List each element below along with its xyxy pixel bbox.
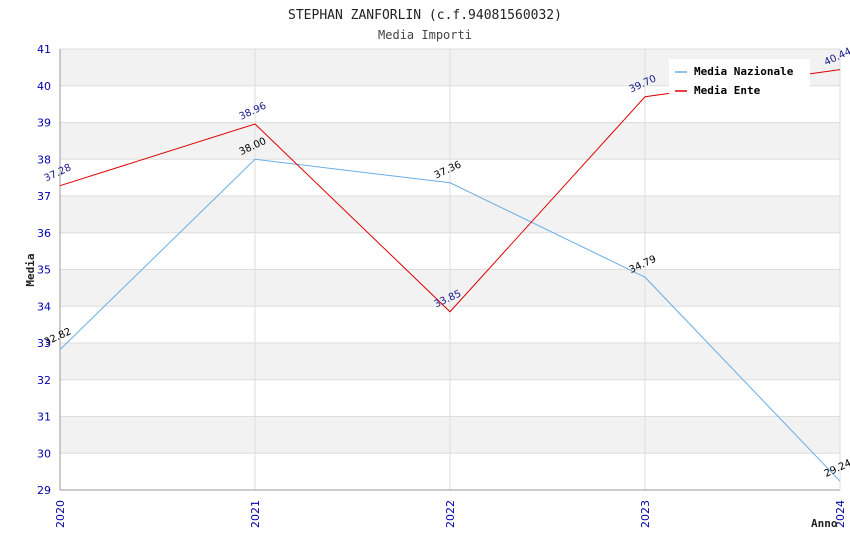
data-label: 37.36 [433, 159, 464, 181]
y-tick-label: 36 [37, 227, 51, 240]
axes [59, 49, 840, 491]
legend: Media Nazionale Media Ente [669, 59, 810, 102]
data-label: 29.24 [823, 458, 850, 480]
chart-title: STEPHAN ZANFORLIN (c.f.94081560032) [288, 8, 562, 23]
legend-box [669, 59, 810, 102]
x-ticks: 2020 2021 2022 2023 2024 [54, 500, 847, 528]
legend-label-media-nazionale: Media Nazionale [694, 65, 794, 78]
data-labels: 32.8238.0037.3634.7929.2437.2838.9633.85… [43, 46, 850, 480]
y-tick-label: 33 [37, 337, 51, 350]
x-tick-label: 2022 [444, 500, 457, 528]
y-tick-label: 40 [37, 80, 51, 93]
data-label: 38.96 [238, 101, 269, 123]
x-tick-label: 2021 [249, 500, 262, 528]
y-ticks: 29 30 31 32 33 34 35 36 37 38 39 40 41 [37, 43, 51, 497]
x-tick-label: 2023 [639, 500, 652, 528]
legend-label-media-ente: Media Ente [694, 84, 761, 97]
chart-subtitle: Media Importi [378, 28, 472, 42]
y-tick-label: 31 [37, 411, 51, 424]
y-axis-label: Media [24, 253, 37, 286]
y-tick-label: 30 [37, 447, 51, 460]
x-tick-label: 2020 [54, 500, 67, 528]
y-tick-label: 34 [37, 300, 51, 313]
y-tick-label: 39 [37, 117, 51, 130]
y-tick-label: 37 [37, 190, 51, 203]
y-tick-label: 29 [37, 484, 51, 497]
series-line-0 [59, 158, 841, 482]
y-tick-label: 38 [37, 153, 51, 166]
y-tick-label: 41 [37, 43, 51, 56]
x-tick-label: 2024 [834, 500, 847, 528]
x-axis-label: Anno [811, 517, 838, 530]
y-tick-label: 32 [37, 374, 51, 387]
y-tick-label: 35 [37, 264, 51, 277]
